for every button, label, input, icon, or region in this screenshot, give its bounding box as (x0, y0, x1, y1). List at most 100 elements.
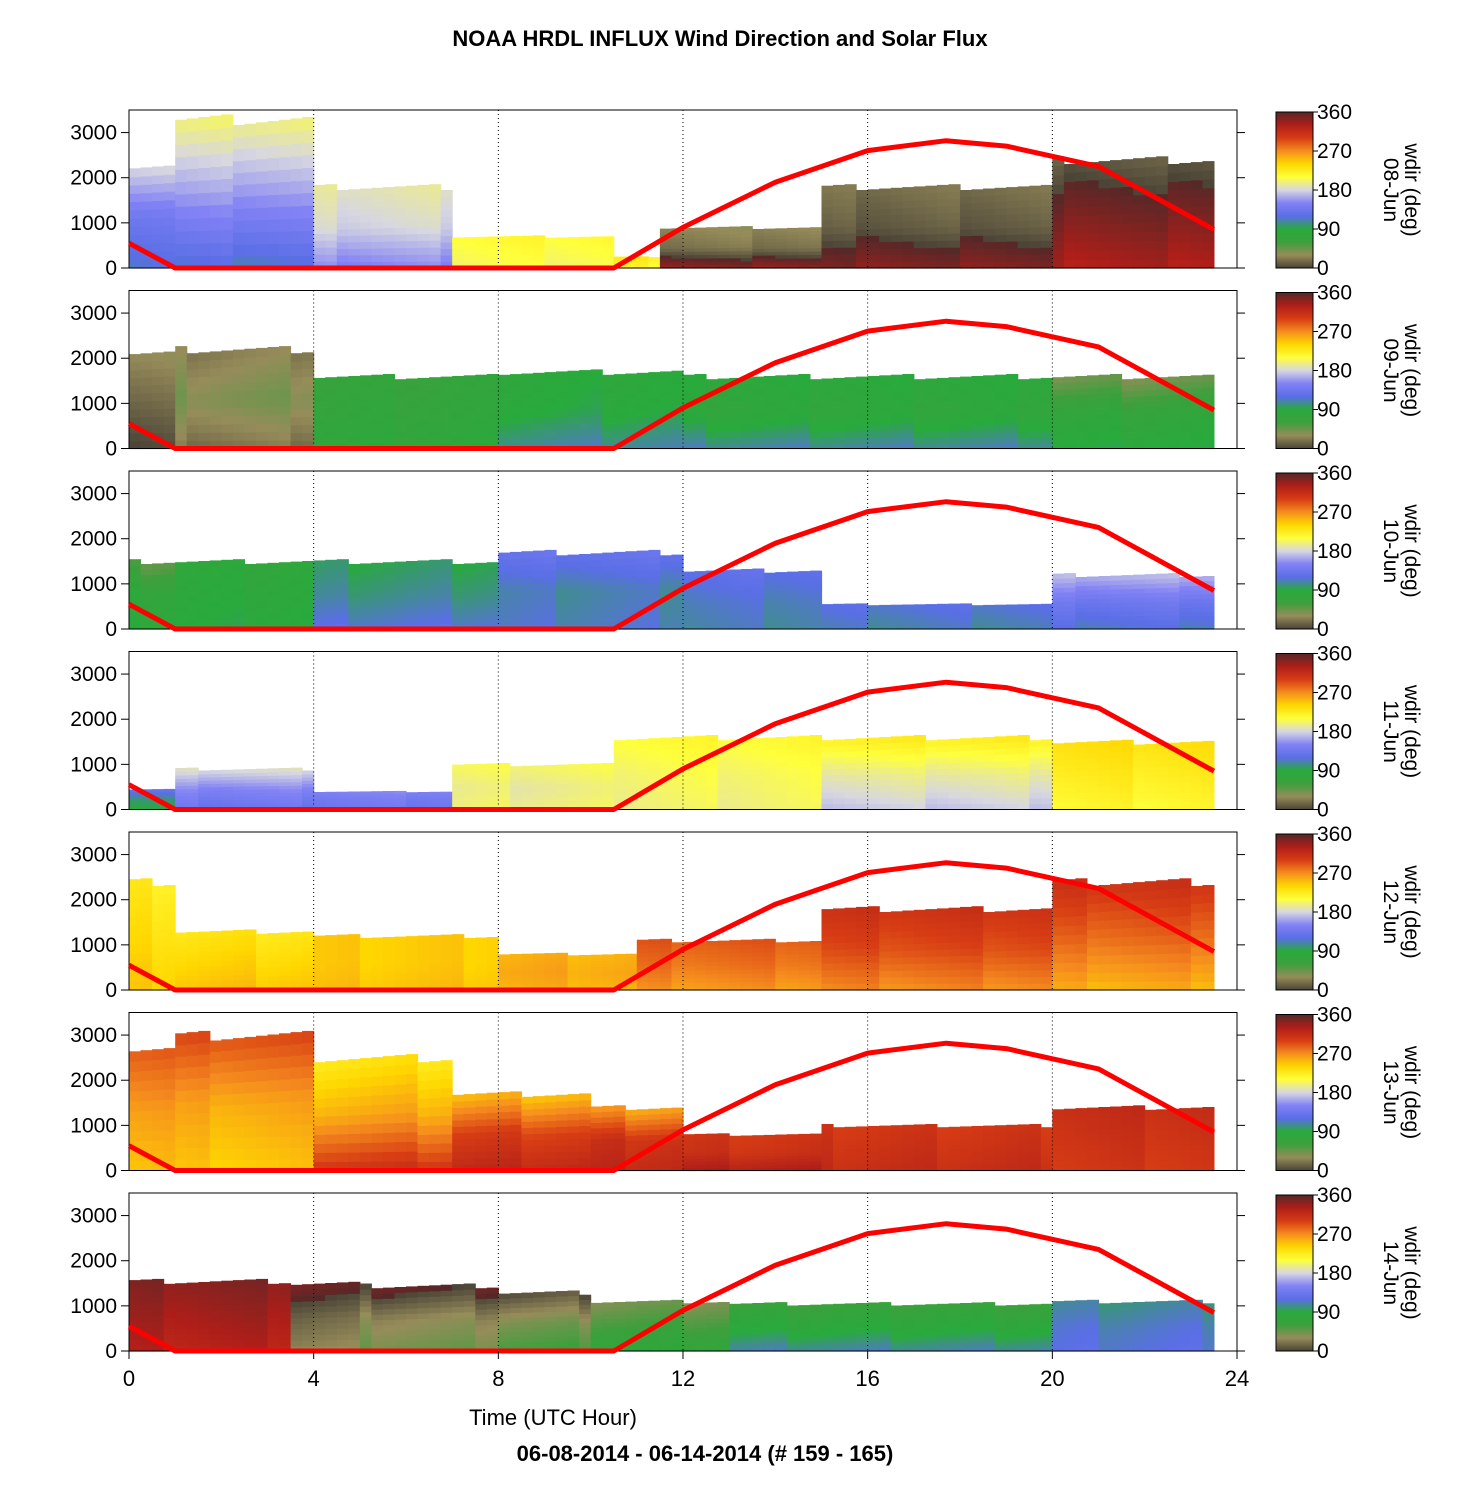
heatmap-cell (821, 751, 834, 759)
heatmap-cell (1087, 764, 1100, 771)
heatmap-cell (198, 154, 211, 168)
heatmap-cell (267, 121, 280, 134)
heatmap-cell (717, 230, 730, 235)
heatmap-cell (798, 374, 811, 381)
heatmap-cell (1098, 405, 1111, 413)
heatmap-cell (498, 790, 511, 795)
heatmap-cell (740, 243, 753, 248)
heatmap-cell (1087, 594, 1100, 599)
heatmap-cell (325, 793, 338, 796)
heatmap-cell (498, 405, 511, 413)
heatmap-cell (763, 572, 776, 578)
heatmap-cell (625, 551, 638, 559)
heatmap-cell (925, 751, 938, 759)
heatmap-cell (902, 754, 915, 761)
heatmap-cell (659, 622, 672, 630)
heatmap-cell (1029, 803, 1042, 811)
heatmap-cell (752, 400, 765, 408)
heatmap-cell (267, 788, 280, 793)
heatmap-cell (602, 782, 615, 787)
heatmap-cell (890, 227, 903, 236)
heatmap-cell (833, 768, 846, 776)
heatmap-cell (948, 774, 961, 781)
heatmap-cell (671, 241, 684, 246)
heatmap-cell (625, 411, 638, 418)
heatmap-cell (960, 779, 973, 787)
heatmap-cell (879, 619, 892, 622)
heatmap-cell (602, 609, 615, 617)
solar-flux-line (127, 138, 1216, 271)
heatmap-cell (648, 563, 661, 571)
heatmap-cell (786, 571, 799, 577)
heatmap-cell (1179, 611, 1192, 617)
heatmap-cell (636, 756, 649, 763)
heatmap-cell (879, 791, 892, 798)
heatmap-cell (983, 215, 996, 223)
heatmap-cell (1156, 249, 1169, 260)
heatmap-cell (371, 803, 384, 806)
heatmap-cell (579, 604, 592, 611)
heatmap-cell (925, 780, 938, 787)
heatmap-cell (244, 431, 257, 441)
heatmap-cell (879, 773, 892, 780)
heatmap-cell (1017, 747, 1030, 755)
heatmap-cell (1040, 419, 1053, 426)
heatmap-cell (810, 759, 823, 767)
heatmap-cell (856, 616, 869, 619)
heatmap-cell (440, 442, 453, 450)
heatmap-cell (983, 761, 996, 768)
heatmap-cell (1075, 400, 1088, 407)
heatmap-cell (683, 614, 696, 621)
heatmap-cell (890, 423, 903, 431)
heatmap-cell (1133, 592, 1146, 598)
heatmap-cell (544, 602, 557, 610)
heatmap-cell (1075, 388, 1088, 395)
heatmap-cell (521, 622, 534, 630)
heatmap-cell (590, 572, 603, 580)
heatmap-cell (1144, 782, 1157, 789)
heatmap-cell (613, 423, 626, 431)
heatmap-cell (567, 396, 580, 404)
heatmap-cell (302, 799, 315, 804)
heatmap-cell (417, 219, 430, 227)
heatmap-cell (1040, 618, 1053, 622)
heatmap-cell (913, 797, 926, 804)
heatmap-cell (567, 242, 580, 246)
heatmap-cell (140, 896, 153, 907)
heatmap-cell (752, 618, 765, 625)
heatmap-cell (948, 618, 961, 622)
heatmap-cell (244, 772, 257, 777)
heatmap-cell (209, 242, 222, 256)
heatmap-cell (1052, 615, 1065, 621)
heatmap-cell (994, 754, 1007, 762)
heatmap-cell (602, 430, 615, 437)
heatmap-cell (740, 229, 753, 234)
heatmap-cell (579, 239, 592, 243)
heatmap-cell (325, 395, 338, 402)
heatmap-cell (359, 387, 372, 395)
heatmap-cell (717, 436, 730, 444)
heatmap-cell (1029, 622, 1042, 626)
heatmap-cell (336, 799, 349, 802)
heatmap-cell (925, 436, 938, 444)
heatmap-cell (936, 377, 949, 385)
heatmap-cell (890, 248, 903, 256)
heatmap-cell (579, 252, 592, 256)
heatmap-cell (936, 768, 949, 776)
heatmap-cell (740, 594, 753, 600)
heatmap-cell (521, 246, 534, 250)
heatmap-cell (717, 442, 730, 450)
heatmap-cell (440, 599, 453, 607)
heatmap-cell (648, 738, 661, 745)
heatmap-cell (452, 772, 465, 777)
heatmap-cell (336, 971, 349, 977)
heatmap-cell (209, 960, 222, 966)
heatmap-cell (1087, 769, 1100, 777)
heatmap-cell (833, 413, 846, 420)
heatmap-cell (683, 417, 696, 425)
heatmap-cell (879, 609, 892, 612)
heatmap-cell (463, 442, 476, 450)
heatmap-cell (1121, 751, 1134, 758)
heatmap-cell (856, 394, 869, 402)
heatmap-cell (763, 228, 776, 233)
